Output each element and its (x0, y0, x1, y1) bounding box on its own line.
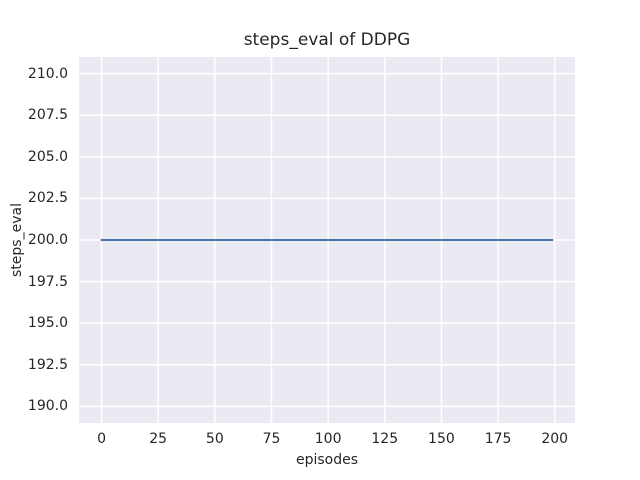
y-tick-label: 207.5 (27, 107, 68, 124)
x-tick-label: 50 (205, 431, 224, 447)
x-tick-label: 125 (371, 431, 399, 447)
y-axis-label: steps_eval (9, 203, 25, 277)
y-tick-label: 190.0 (27, 398, 68, 415)
x-tick-label: 150 (428, 431, 455, 447)
x-tick-label: 175 (484, 431, 512, 447)
x-tick-label: 100 (314, 431, 342, 447)
x-tick-label: 0 (97, 431, 106, 447)
x-tick-label: 25 (149, 431, 168, 447)
y-tick-label: 197.5 (27, 273, 68, 290)
y-tick-label: 205.0 (27, 148, 68, 165)
chart-title: steps_eval of DDPG (243, 30, 411, 50)
y-tick-label: 192.5 (27, 356, 68, 373)
x-tick-label: 200 (541, 431, 569, 447)
y-tick-label: 202.5 (27, 190, 68, 207)
y-tick-label: 195.0 (27, 315, 68, 332)
y-tick-label: 210.0 (27, 65, 68, 82)
y-tick-label: 200.0 (27, 232, 68, 248)
x-axis-label: episodes (295, 452, 359, 468)
x-tick-label: 75 (262, 431, 281, 447)
